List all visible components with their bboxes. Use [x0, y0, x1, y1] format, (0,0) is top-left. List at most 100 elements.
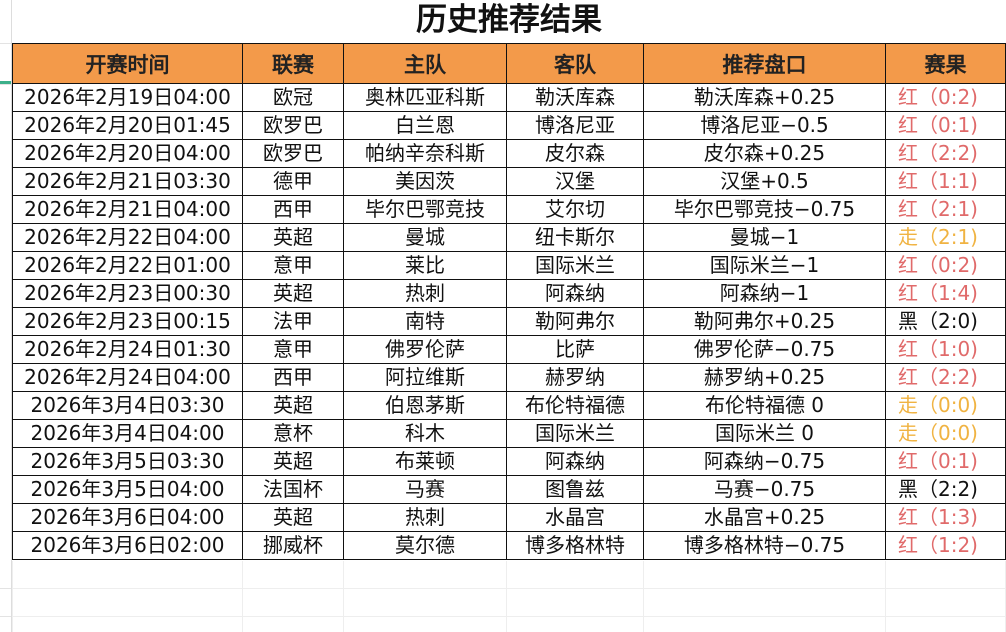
cell-away[interactable]: 纽卡斯尔: [506, 223, 644, 252]
cell-home[interactable]: 热刺: [343, 279, 507, 308]
cell-pick[interactable]: 阿森纳−0.75: [643, 447, 886, 476]
cell-time[interactable]: 2026年2月23日00:15: [12, 307, 243, 336]
cell-time[interactable]: 2026年2月22日04:00: [12, 223, 243, 252]
cell-time[interactable]: 2026年2月21日04:00: [12, 195, 243, 224]
cell-result[interactable]: 红（1:1): [885, 167, 1006, 196]
cell-result[interactable]: 黑（2:0): [885, 307, 1006, 336]
cell-result[interactable]: 走（0:0): [885, 419, 1006, 448]
cell-time[interactable]: 2026年2月20日04:00: [12, 139, 243, 168]
cell-home[interactable]: 阿拉维斯: [343, 363, 507, 392]
cell-home[interactable]: 马赛: [343, 475, 507, 504]
cell-league[interactable]: 挪威杯: [242, 531, 344, 560]
header-time[interactable]: 开赛时间: [12, 43, 243, 84]
cell-time[interactable]: 2026年2月23日00:30: [12, 279, 243, 308]
cell-result[interactable]: 红（2:2): [885, 363, 1006, 392]
cell-time[interactable]: 2026年2月24日01:30: [12, 335, 243, 364]
cell-home[interactable]: 白兰恩: [343, 111, 507, 140]
cell-away[interactable]: 汉堡: [506, 167, 644, 196]
cell-pick[interactable]: 国际米兰−1: [643, 251, 886, 280]
cell-league[interactable]: 英超: [242, 447, 344, 476]
cell-result[interactable]: 红（2:1): [885, 195, 1006, 224]
cell-home[interactable]: 毕尔巴鄂竞技: [343, 195, 507, 224]
cell-away[interactable]: 布伦特福德: [506, 391, 644, 420]
cell-pick[interactable]: 勒沃库森+0.25: [643, 83, 886, 112]
cell-pick[interactable]: 马赛−0.75: [643, 475, 886, 504]
cell-result[interactable]: 黑（2:2): [885, 475, 1006, 504]
cell-result[interactable]: 红（0:2): [885, 83, 1006, 112]
cell-result[interactable]: 红（1:4): [885, 279, 1006, 308]
cell-away[interactable]: 国际米兰: [506, 251, 644, 280]
header-result[interactable]: 赛果: [885, 43, 1006, 84]
cell-pick[interactable]: 毕尔巴鄂竞技−0.75: [643, 195, 886, 224]
cell-league[interactable]: 法国杯: [242, 475, 344, 504]
cell-pick[interactable]: 国际米兰 0: [643, 419, 886, 448]
cell-away[interactable]: 勒沃库森: [506, 83, 644, 112]
cell-pick[interactable]: 皮尔森+0.25: [643, 139, 886, 168]
cell-league[interactable]: 英超: [242, 503, 344, 532]
cell-home[interactable]: 美因茨: [343, 167, 507, 196]
cell-league[interactable]: 意甲: [242, 251, 344, 280]
cell-time[interactable]: 2026年3月6日02:00: [12, 531, 243, 560]
cell-away[interactable]: 阿森纳: [506, 447, 644, 476]
cell-pick[interactable]: 汉堡+0.5: [643, 167, 886, 196]
cell-league[interactable]: 意杯: [242, 419, 344, 448]
cell-home[interactable]: 帕纳辛奈科斯: [343, 139, 507, 168]
cell-home[interactable]: 热刺: [343, 503, 507, 532]
cell-league[interactable]: 欧罗巴: [242, 139, 344, 168]
cell-home[interactable]: 莫尔德: [343, 531, 507, 560]
header-away[interactable]: 客队: [506, 43, 644, 84]
cell-time[interactable]: 2026年2月20日01:45: [12, 111, 243, 140]
cell-away[interactable]: 博洛尼亚: [506, 111, 644, 140]
cell-home[interactable]: 曼城: [343, 223, 507, 252]
cell-result[interactable]: 红（0:2): [885, 251, 1006, 280]
header-league[interactable]: 联赛: [242, 43, 344, 84]
cell-result[interactable]: 走（0:0): [885, 391, 1006, 420]
cell-time[interactable]: 2026年2月24日04:00: [12, 363, 243, 392]
cell-league[interactable]: 欧冠: [242, 83, 344, 112]
header-home[interactable]: 主队: [343, 43, 507, 84]
cell-home[interactable]: 奥林匹亚科斯: [343, 83, 507, 112]
cell-time[interactable]: 2026年3月5日04:00: [12, 475, 243, 504]
cell-time[interactable]: 2026年2月19日04:00: [12, 83, 243, 112]
cell-home[interactable]: 佛罗伦萨: [343, 335, 507, 364]
cell-away[interactable]: 图鲁兹: [506, 475, 644, 504]
header-pick[interactable]: 推荐盘口: [643, 43, 886, 84]
cell-home[interactable]: 莱比: [343, 251, 507, 280]
cell-league[interactable]: 欧罗巴: [242, 111, 344, 140]
cell-pick[interactable]: 曼城−1: [643, 223, 886, 252]
cell-pick[interactable]: 佛罗伦萨−0.75: [643, 335, 886, 364]
cell-result[interactable]: 红（1:0): [885, 335, 1006, 364]
cell-home[interactable]: 科木: [343, 419, 507, 448]
cell-pick[interactable]: 博洛尼亚−0.5: [643, 111, 886, 140]
cell-result[interactable]: 红（1:3): [885, 503, 1006, 532]
cell-pick[interactable]: 阿森纳−1: [643, 279, 886, 308]
cell-time[interactable]: 2026年2月21日03:30: [12, 167, 243, 196]
cell-pick[interactable]: 赫罗纳+0.25: [643, 363, 886, 392]
cell-league[interactable]: 法甲: [242, 307, 344, 336]
cell-away[interactable]: 勒阿弗尔: [506, 307, 644, 336]
cell-league[interactable]: 英超: [242, 391, 344, 420]
cell-league[interactable]: 意甲: [242, 335, 344, 364]
cell-time[interactable]: 2026年3月6日04:00: [12, 503, 243, 532]
cell-time[interactable]: 2026年2月22日01:00: [12, 251, 243, 280]
cell-away[interactable]: 水晶宫: [506, 503, 644, 532]
cell-away[interactable]: 比萨: [506, 335, 644, 364]
cell-away[interactable]: 国际米兰: [506, 419, 644, 448]
cell-pick[interactable]: 水晶宫+0.25: [643, 503, 886, 532]
cell-league[interactable]: 英超: [242, 223, 344, 252]
cell-home[interactable]: 南特: [343, 307, 507, 336]
cell-time[interactable]: 2026年3月5日03:30: [12, 447, 243, 476]
cell-result[interactable]: 走（2:1): [885, 223, 1006, 252]
cell-away[interactable]: 博多格林特: [506, 531, 644, 560]
cell-pick[interactable]: 勒阿弗尔+0.25: [643, 307, 886, 336]
cell-home[interactable]: 布莱顿: [343, 447, 507, 476]
cell-league[interactable]: 德甲: [242, 167, 344, 196]
cell-away[interactable]: 赫罗纳: [506, 363, 644, 392]
cell-time[interactable]: 2026年3月4日03:30: [12, 391, 243, 420]
cell-result[interactable]: 红（0:1): [885, 111, 1006, 140]
cell-league[interactable]: 西甲: [242, 195, 344, 224]
cell-result[interactable]: 红（2:2): [885, 139, 1006, 168]
cell-pick[interactable]: 布伦特福德 0: [643, 391, 886, 420]
cell-result[interactable]: 红（0:1): [885, 447, 1006, 476]
cell-league[interactable]: 英超: [242, 279, 344, 308]
